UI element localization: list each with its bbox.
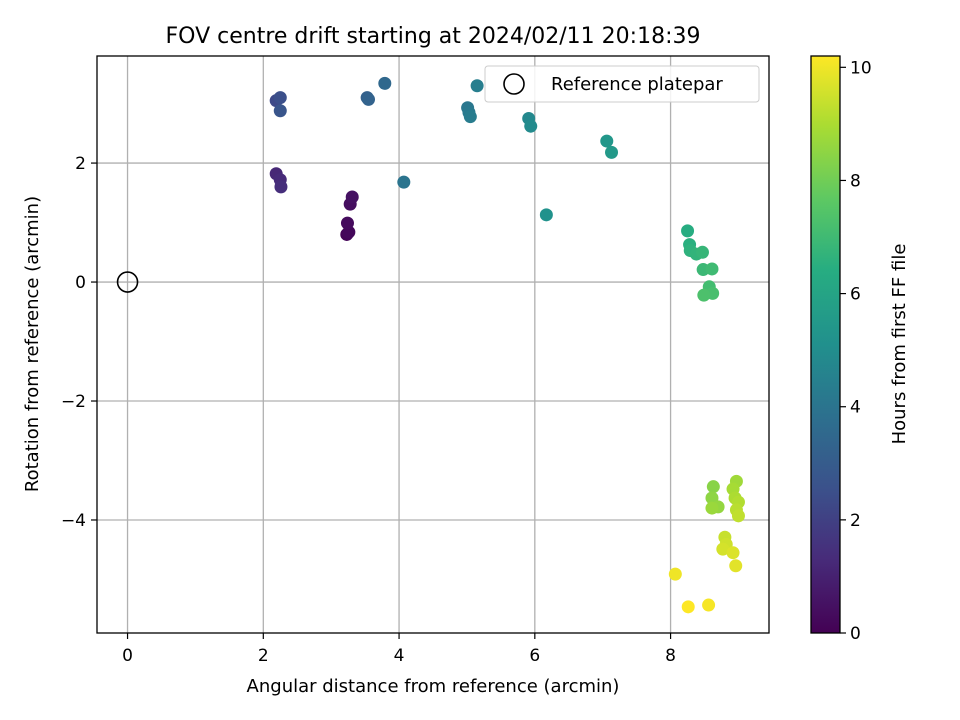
colorbar-tick-label: 4 — [850, 398, 861, 418]
data-point — [705, 262, 719, 276]
x-tick-label: 0 — [122, 646, 133, 666]
scatter-points — [269, 76, 745, 614]
colorbar-tick-label: 2 — [850, 511, 861, 531]
y-axis-label: Rotation from reference (arcmin) — [22, 196, 43, 492]
legend-marker-icon — [503, 73, 525, 95]
data-point — [706, 480, 720, 494]
data-point — [702, 598, 716, 612]
legend-label: Reference platepar — [551, 74, 723, 95]
data-point — [681, 224, 695, 238]
data-point — [605, 145, 619, 159]
x-tick-label: 8 — [665, 646, 676, 666]
data-point — [273, 91, 287, 105]
reference-platepar-marker — [116, 271, 139, 293]
colorbar-bar — [810, 55, 841, 634]
data-point — [681, 600, 695, 614]
x-axis-label: Angular distance from reference (arcmin) — [247, 676, 620, 697]
data-point — [729, 559, 743, 573]
data-point — [705, 501, 719, 515]
x-tick-label: 6 — [529, 646, 540, 666]
data-point — [695, 245, 709, 259]
colorbar-label: Hours from first FF file — [889, 244, 910, 445]
data-point — [668, 567, 682, 581]
y-tick-label: −2 — [61, 392, 86, 412]
x-axis-ticks: 0 2 4 6 8 — [122, 633, 676, 666]
data-point — [539, 208, 553, 222]
y-tick-label: 2 — [75, 154, 86, 174]
colorbar-ticks: 0 2 4 6 8 10 — [840, 58, 872, 644]
x-tick-label: 2 — [258, 646, 269, 666]
y-tick-label: 0 — [75, 273, 86, 293]
data-point — [697, 288, 711, 302]
data-point — [716, 542, 730, 556]
data-point — [274, 180, 288, 194]
x-tick-label: 4 — [394, 646, 405, 666]
colorbar-tick-label: 0 — [850, 624, 861, 644]
colorbar-tick-label: 6 — [850, 285, 861, 305]
plot-frame — [96, 55, 770, 634]
data-point — [731, 509, 745, 523]
data-point — [273, 104, 287, 118]
grid-lines — [97, 56, 769, 633]
data-point — [345, 190, 359, 204]
data-point — [600, 134, 614, 148]
legend-box — [484, 65, 760, 103]
y-tick-label: −4 — [61, 511, 86, 531]
data-point — [463, 110, 477, 124]
data-point — [378, 76, 392, 90]
chart-title: FOV centre drift starting at 2024/02/11 … — [166, 24, 701, 49]
colorbar: 0 2 4 6 8 10 Hours from first FF file — [810, 55, 910, 644]
data-point — [470, 79, 484, 93]
y-axis-ticks: −4 −2 0 2 — [61, 154, 97, 531]
data-point — [726, 546, 740, 560]
colorbar-tick-label: 10 — [850, 58, 872, 78]
data-point — [340, 216, 354, 230]
colorbar-tick-label: 8 — [850, 171, 861, 191]
legend: Reference platepar — [484, 65, 760, 103]
data-point — [362, 92, 376, 106]
data-point — [397, 175, 411, 189]
data-point — [524, 119, 538, 133]
